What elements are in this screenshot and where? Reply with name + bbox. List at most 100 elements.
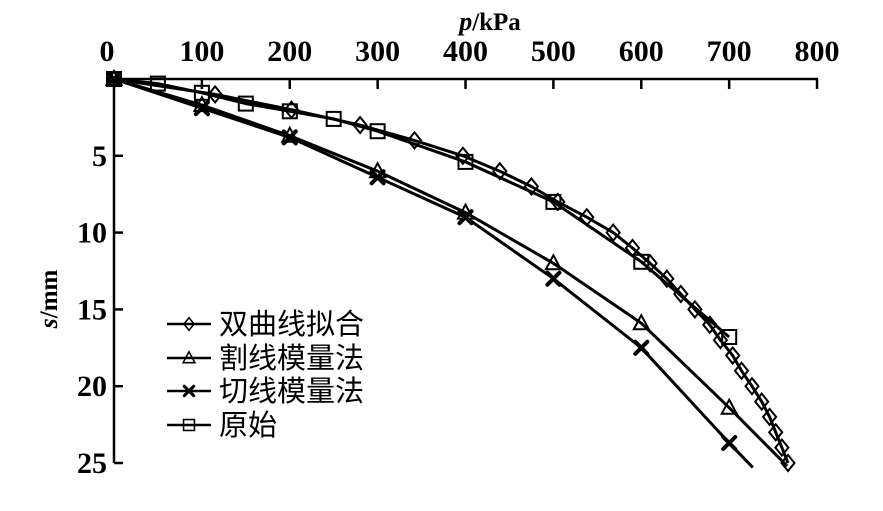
data-point-secant-modulus bbox=[632, 313, 651, 331]
data-point-original bbox=[457, 153, 474, 170]
square-marker bbox=[193, 84, 210, 101]
series-markers-hyperbolic-fit bbox=[106, 69, 796, 473]
data-point-hyperbolic-fit bbox=[753, 392, 770, 412]
legend-sample-marker bbox=[182, 418, 196, 432]
data-point-original bbox=[633, 253, 650, 270]
data-point-hyperbolic-fit bbox=[642, 253, 658, 273]
x-tick-label-700: 700 bbox=[707, 35, 752, 68]
square-marker bbox=[721, 329, 738, 345]
data-point-original bbox=[106, 71, 122, 87]
square-marker bbox=[106, 71, 122, 87]
x-marker bbox=[633, 339, 650, 356]
legend-label-original: 原始 bbox=[219, 408, 277, 442]
data-point-tangent-modulus bbox=[106, 71, 122, 87]
series-markers-secant-modulus bbox=[104, 68, 739, 415]
data-point-hyperbolic-fit bbox=[744, 376, 760, 396]
legend-item-hyperbolic-fit: 双曲线拟合 bbox=[167, 307, 364, 341]
diamond-marker bbox=[774, 438, 790, 458]
diamond-marker bbox=[780, 453, 796, 473]
x-marker bbox=[721, 435, 738, 451]
series-line-tangent-modulus bbox=[113, 77, 754, 469]
data-point-tangent-modulus bbox=[545, 270, 562, 287]
data-point-secant-modulus bbox=[720, 397, 739, 415]
x-tick-label-100: 100 bbox=[179, 35, 224, 68]
diamond-marker bbox=[753, 392, 770, 412]
diamond-marker bbox=[687, 299, 703, 319]
diamond-marker bbox=[767, 422, 784, 442]
diamond-marker bbox=[492, 161, 508, 181]
diamond-marker bbox=[624, 238, 641, 258]
square-marker bbox=[545, 193, 562, 210]
diamond-marker bbox=[659, 269, 675, 289]
data-point-tangent-modulus bbox=[369, 169, 386, 186]
data-point-hyperbolic-fit bbox=[673, 284, 689, 304]
data-point-original bbox=[281, 103, 298, 120]
legend-item-original: 原始 bbox=[167, 408, 277, 442]
x-tick-label-200: 200 bbox=[267, 35, 312, 68]
data-point-hyperbolic-fit bbox=[659, 269, 675, 289]
y-tick-label-20: 20 bbox=[77, 370, 107, 403]
x-axis-title-unit: /kPa bbox=[471, 9, 521, 36]
x-marker bbox=[369, 169, 386, 186]
data-point-original bbox=[545, 193, 562, 210]
x-marker bbox=[457, 209, 474, 226]
legend-sample-marker bbox=[181, 350, 197, 364]
y-tick-label-10: 10 bbox=[77, 217, 107, 250]
data-point-secant-modulus bbox=[544, 253, 563, 271]
data-point-original bbox=[237, 95, 254, 112]
y-tick-label-25: 25 bbox=[77, 447, 107, 480]
x-tick-label-500: 500 bbox=[531, 35, 576, 68]
data-point-hyperbolic-fit bbox=[767, 422, 784, 442]
data-point-hyperbolic-fit bbox=[492, 161, 508, 181]
square-marker bbox=[325, 110, 342, 127]
data-point-hyperbolic-fit bbox=[455, 146, 471, 166]
data-point-tangent-modulus bbox=[281, 129, 298, 146]
diamond-marker bbox=[352, 115, 368, 135]
data-point-original bbox=[369, 123, 386, 140]
data-point-hyperbolic-fit bbox=[352, 115, 368, 135]
triangle-marker bbox=[544, 253, 563, 271]
diamond-marker bbox=[579, 207, 595, 227]
data-point-tangent-modulus bbox=[721, 435, 738, 451]
diamond-marker bbox=[605, 223, 621, 243]
series-line-hyperbolic-fit bbox=[113, 77, 790, 464]
diamond-marker bbox=[406, 130, 423, 150]
data-point-hyperbolic-fit bbox=[774, 438, 790, 458]
x-marker bbox=[193, 100, 210, 117]
data-point-original bbox=[149, 75, 166, 92]
data-point-hyperbolic-fit bbox=[207, 84, 223, 104]
diamond-marker bbox=[673, 284, 689, 304]
legend-item-tangent-modulus: 切线模量法 bbox=[167, 374, 364, 408]
square-marker bbox=[182, 418, 196, 432]
x-tick-label-600: 600 bbox=[619, 35, 664, 68]
diamond-marker bbox=[523, 176, 540, 197]
diamond-marker bbox=[712, 330, 729, 350]
diamond-marker bbox=[455, 146, 471, 166]
x-marker bbox=[182, 384, 196, 398]
series-markers-original bbox=[106, 71, 738, 345]
diamond-marker bbox=[744, 376, 760, 396]
legend-label-secant-modulus: 割线模量法 bbox=[219, 341, 364, 375]
y-axis-title: s/mm bbox=[34, 269, 63, 329]
data-point-hyperbolic-fit bbox=[523, 176, 540, 197]
square-marker bbox=[237, 95, 254, 112]
x-marker bbox=[545, 270, 562, 287]
square-marker bbox=[149, 75, 166, 92]
square-marker bbox=[281, 103, 298, 120]
data-point-hyperbolic-fit bbox=[702, 315, 718, 335]
triangle-marker bbox=[720, 397, 739, 415]
data-point-tangent-modulus bbox=[193, 100, 210, 117]
x-marker bbox=[106, 71, 122, 87]
y-axis-title-unit: /mm bbox=[36, 269, 63, 319]
triangle-marker bbox=[632, 313, 651, 331]
data-point-hyperbolic-fit bbox=[724, 345, 741, 366]
diamond-marker bbox=[733, 361, 750, 381]
data-point-original bbox=[721, 329, 738, 345]
plot-area: 0 100 200 300 400 500 600 700 800 5 10 15 20 25 双曲线拟合割… bbox=[77, 35, 840, 480]
series-line-secant-modulus bbox=[113, 77, 789, 468]
diamond-marker bbox=[702, 315, 718, 335]
data-point-hyperbolic-fit bbox=[605, 223, 621, 243]
y-tick-label-5: 5 bbox=[92, 140, 107, 173]
